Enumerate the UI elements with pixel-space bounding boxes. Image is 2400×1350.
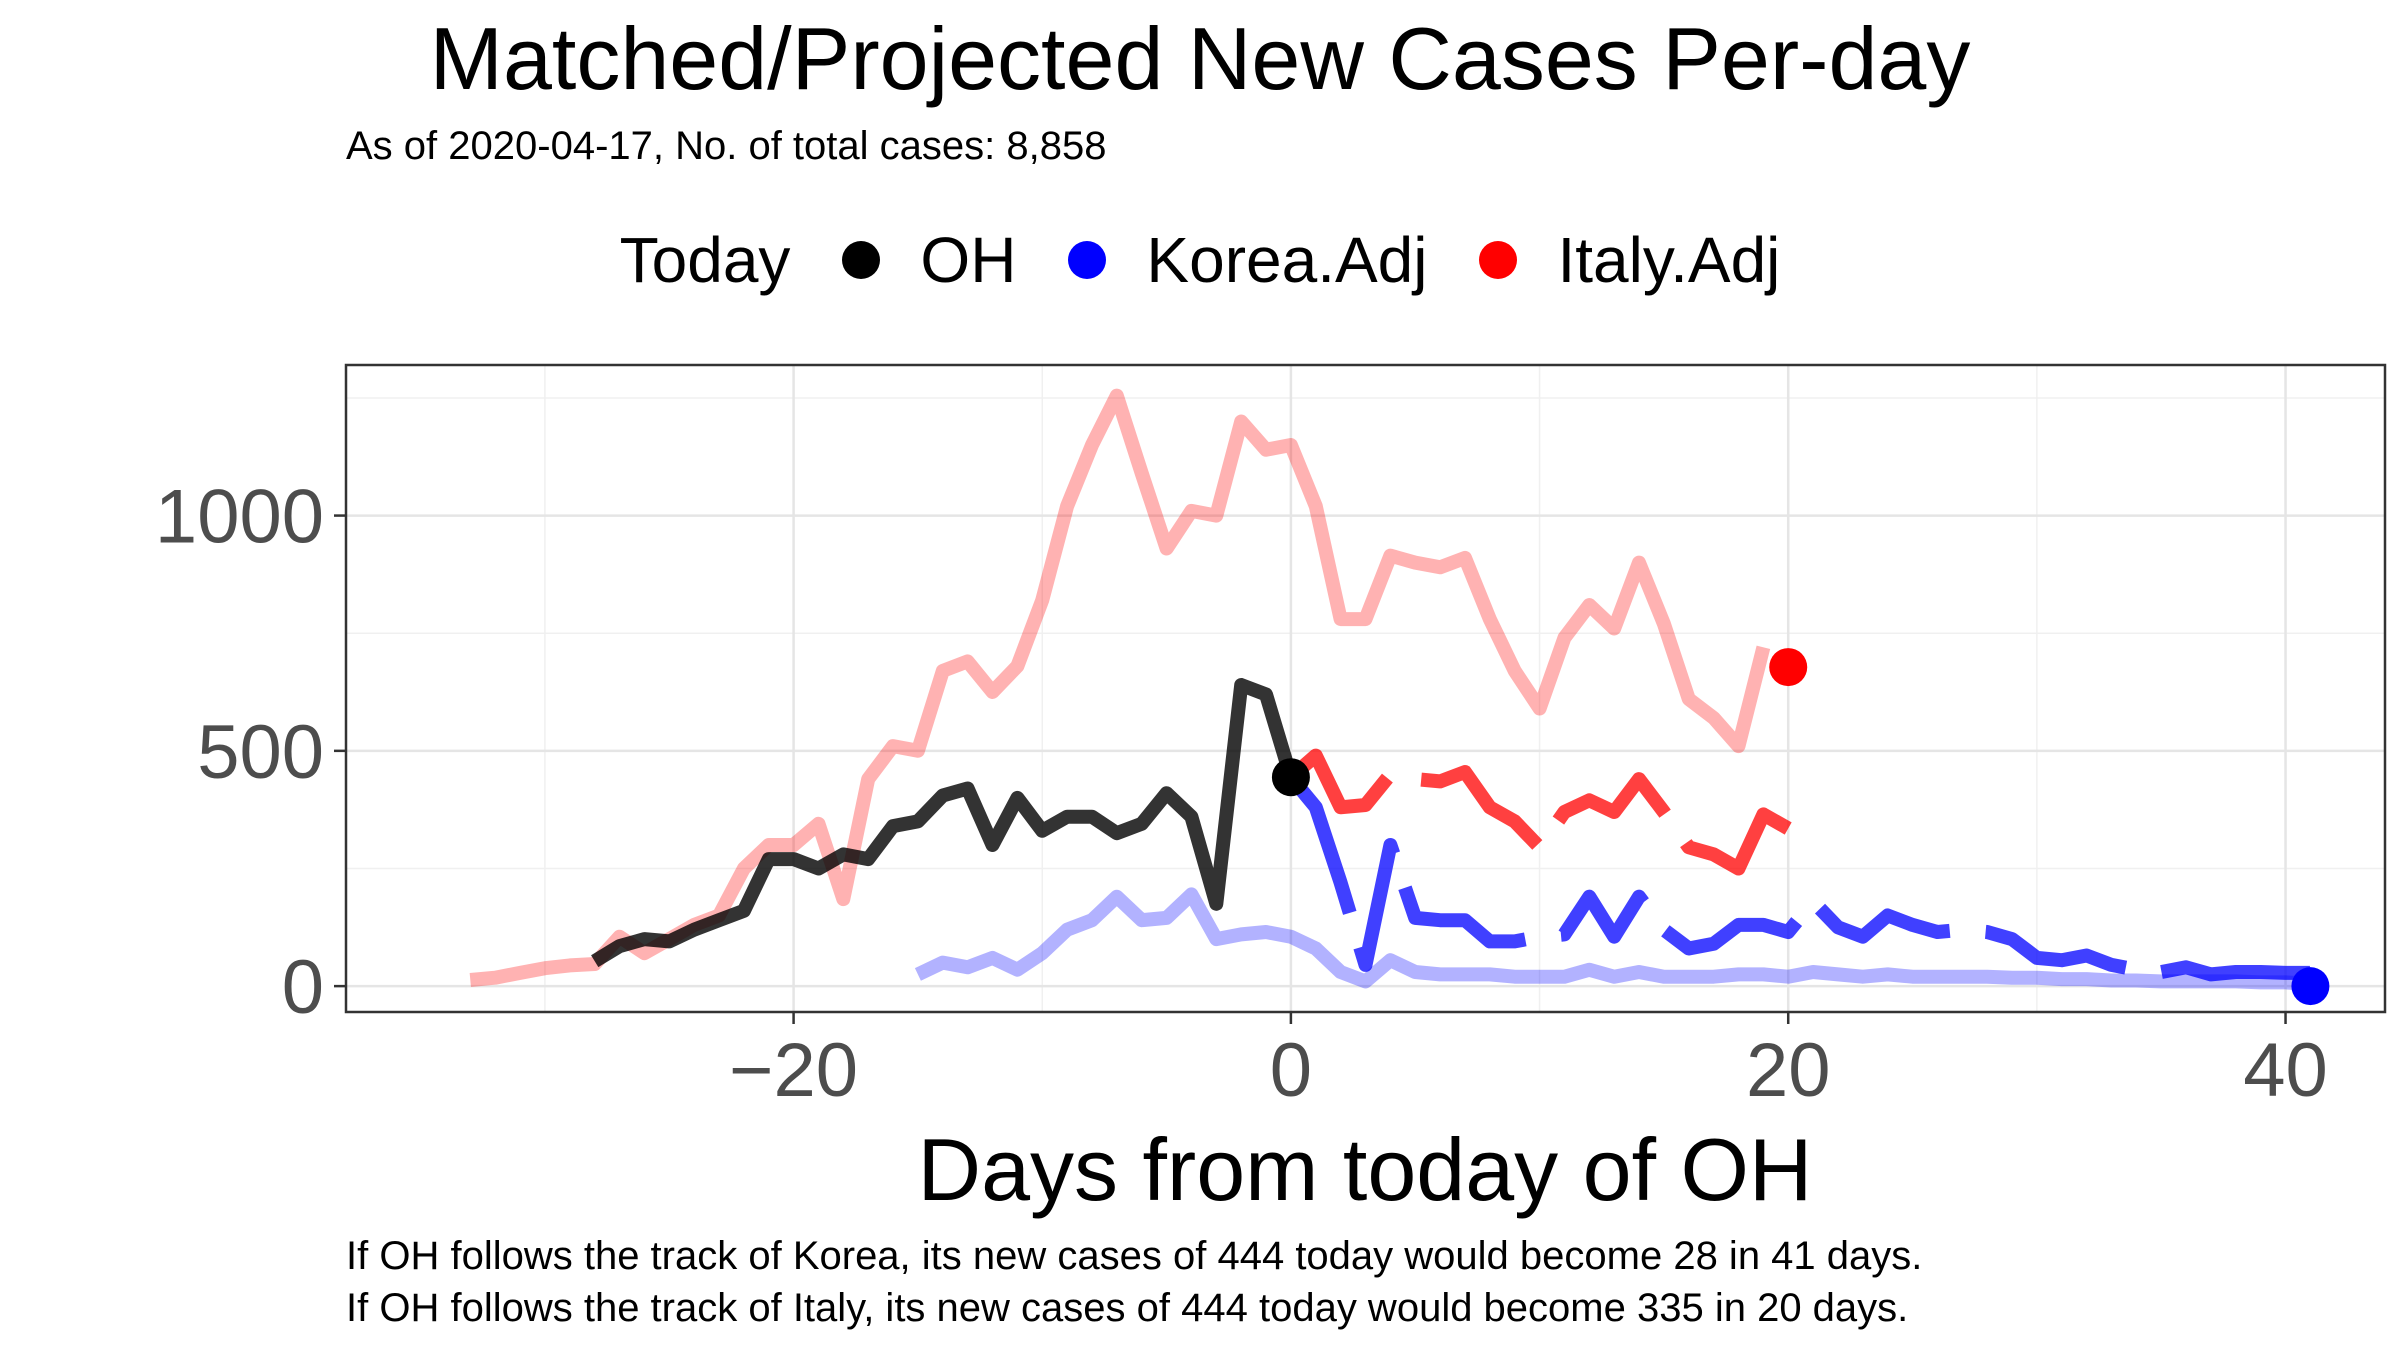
today-point-oh: [1271, 758, 1310, 797]
caption-line-italy: If OH follows the track of Italy, its ne…: [346, 1286, 1909, 1330]
series-line-2: [591, 678, 1298, 968]
series-line-1: [914, 887, 2311, 991]
chart-subtitle: As of 2020-04-17, No. of total cases: 8,…: [346, 124, 1107, 168]
legend-item-italy: Italy.Adj: [1479, 223, 1780, 297]
series-line-3: [1285, 772, 2311, 982]
caption-line-korea: If OH follows the track of Korea, its ne…: [346, 1234, 1923, 1278]
legend-label-italy: Italy.Adj: [1557, 224, 1781, 296]
legend-label-oh: OH: [920, 224, 1017, 296]
grid-lines: [346, 365, 2385, 1012]
caption: If OH follows the track of Korea, its ne…: [346, 1230, 1922, 1334]
legend-dot-oh: [842, 241, 881, 279]
x-tick-label: 0: [1270, 1028, 1312, 1113]
series-line-4: [1286, 748, 1792, 876]
today-point-korea-adj: [2291, 967, 2330, 1006]
legend-item-oh: OH: [842, 223, 1016, 297]
legend-item-korea: Korea.Adj: [1068, 223, 1427, 297]
today-points: [1271, 648, 2330, 1006]
x-axis-title: Days from today of OH: [918, 1120, 1813, 1219]
series-lines: [469, 388, 2311, 991]
y-tick-label: 1000: [155, 475, 324, 560]
chart-title: Matched/Projected New Cases Per-day: [429, 9, 1971, 108]
y-tick-label: 0: [282, 945, 324, 1030]
x-tick-label: 20: [1746, 1028, 1831, 1113]
today-point-italy-adj: [1769, 648, 1808, 687]
y-tick-label: 500: [197, 710, 324, 795]
x-tick-label: 40: [2243, 1028, 2328, 1113]
legend-dot-korea: [1068, 241, 1107, 279]
panel-border: [344, 363, 2387, 1014]
legend: Today OH Korea.Adj Italy.Adj: [0, 220, 2400, 300]
axes: −20 0 20 40 0 500 1000: [155, 475, 2328, 1113]
legend-label-korea: Korea.Adj: [1146, 224, 1428, 296]
legend-title: Today: [619, 224, 791, 296]
legend-dot-italy: [1479, 241, 1518, 279]
x-tick-label: −20: [729, 1028, 858, 1113]
